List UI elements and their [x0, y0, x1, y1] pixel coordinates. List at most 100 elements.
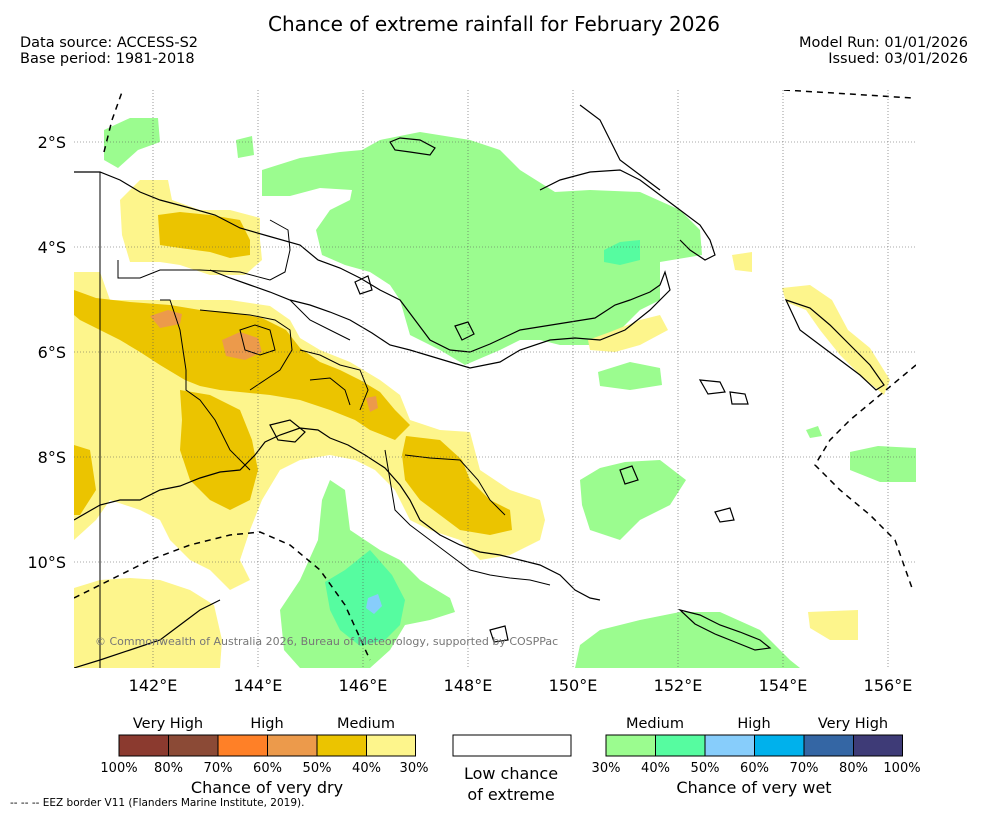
lat-label-4s: 4°S — [38, 238, 66, 257]
eez-borders — [74, 90, 916, 661]
legend-dry-tick-80: 80% — [154, 761, 183, 776]
legend-dry-header-medium: Medium — [337, 716, 395, 732]
boundary-enga — [239, 324, 276, 356]
map-title: Chance of extreme rainfall for February … — [268, 12, 720, 36]
boundary-highlands — [199, 309, 293, 391]
eez-footnote: -- -- -- EEZ border V11 (Flanders Marine… — [10, 797, 305, 809]
boundary-gulf — [309, 377, 351, 406]
wet-region-south-east — [575, 612, 800, 668]
coast-new-guinea-north — [74, 171, 671, 369]
lon-label-142e: 142°E — [129, 676, 178, 695]
wet-region-east-blob — [598, 362, 662, 390]
dry-region-east-strip — [588, 315, 668, 352]
legend-wet-tick-50: 50% — [691, 761, 720, 776]
coast-island-small-5 — [489, 625, 509, 643]
legend-dry-swatch-6 — [366, 735, 416, 756]
coast-island-small-1 — [354, 275, 373, 295]
legend-wet-swatch-4 — [754, 735, 804, 756]
legend-dry-swatch-4 — [267, 735, 317, 756]
coast-south — [74, 427, 601, 601]
coast-island-fly-delta — [269, 419, 306, 443]
wet-region-far-east — [850, 446, 916, 482]
legend-dry-swatch-3 — [218, 735, 268, 756]
wet-region-north-west — [104, 118, 160, 168]
coast-island-small-3 — [714, 507, 735, 523]
map-area: © Commonwealth of Australia 2026, Bureau… — [74, 90, 916, 668]
coast-islands-east — [698, 379, 749, 405]
legend-wet: Medium High Very High 30% 40% 50% 60% 70… — [592, 716, 921, 797]
legend-wet-caption: Chance of very wet — [676, 778, 831, 797]
gridlines — [74, 90, 916, 668]
legend-wet-tick-60: 60% — [740, 761, 769, 776]
dry-medium-regions — [74, 212, 512, 535]
lat-label-10s: 10°S — [27, 553, 66, 572]
dry-region-south-west — [74, 578, 222, 668]
lat-label-2s: 2°S — [38, 133, 66, 152]
dry-region-south-coast — [402, 436, 512, 535]
lon-label-150e: 150°E — [549, 676, 598, 695]
meta-left: Data source: ACCESS-S2 Base period: 1981… — [20, 35, 198, 67]
legend-wet-tick-40: 40% — [641, 761, 670, 776]
legend-wet-swatch-3 — [705, 735, 755, 756]
legend-dry-caption: Chance of very dry — [191, 778, 343, 797]
wet-high-spot — [366, 594, 382, 614]
legend-dry-tick-50: 50% — [303, 761, 332, 776]
legend-low: Low chance of extreme — [452, 734, 572, 804]
boundary-north-1 — [117, 219, 291, 281]
legend-wet-swatch-6 — [853, 735, 903, 756]
copyright-credit: © Commonwealth of Australia 2026, Bureau… — [95, 635, 558, 648]
legend-wet-header-high: High — [737, 716, 770, 732]
wet-region-tiny — [806, 426, 822, 438]
lat-labels: 2°S 4°S 6°S 8°S 10°S — [27, 133, 66, 572]
legend-low-caption-2: of extreme — [467, 785, 554, 804]
boundary-central-2 — [384, 449, 551, 586]
base-period-text: Base period: 1981-2018 — [20, 51, 195, 67]
legend-dry-header-very-high: Very High — [133, 716, 203, 732]
coast-island-small-4 — [619, 465, 639, 485]
lon-label-144e: 144°E — [234, 676, 283, 695]
legend-wet-swatch-2 — [655, 735, 705, 756]
legend-wet-tick-100: 100% — [883, 761, 920, 776]
dry-region-orange-2 — [222, 332, 262, 360]
legend-low-caption-1: Low chance — [464, 764, 558, 783]
issued-text: Issued: 03/01/2026 — [828, 51, 968, 67]
lat-label-6s: 6°S — [38, 343, 66, 362]
lon-label-154e: 154°E — [759, 676, 808, 695]
wet-region-new-britain-south — [580, 460, 686, 540]
legend-wet-tick-70: 70% — [790, 761, 819, 776]
lon-label-152e: 152°E — [654, 676, 703, 695]
legend-dry-swatch-2 — [168, 735, 218, 756]
dry-region-west-south — [180, 390, 258, 510]
wet-region-small — [236, 136, 254, 158]
dry-region-west-edge — [74, 445, 96, 515]
wet-medium-regions — [104, 118, 916, 668]
dry-region-east-small — [732, 252, 752, 272]
wet-region-north-central — [262, 132, 702, 365]
data-source-text: Data source: ACCESS-S2 — [20, 35, 199, 51]
legend-dry-tick-30: 30% — [400, 761, 429, 776]
dry-region-highlands-main — [74, 290, 410, 440]
lon-label-148e: 148°E — [444, 676, 493, 695]
coast-new-britain — [539, 169, 716, 261]
eez-east — [814, 364, 916, 589]
lat-label-8s: 8°S — [38, 448, 66, 467]
legend-low-swatch — [452, 734, 572, 757]
lon-labels: 142°E 144°E 146°E 148°E 150°E 152°E 154°… — [129, 676, 913, 695]
legend-dry-swatch-5 — [317, 735, 367, 756]
boundary-morobe — [404, 454, 506, 516]
legend-dry: Very High High Medium 100% 80% 70% 60% 5… — [100, 716, 428, 797]
eez-north-east — [783, 90, 913, 99]
dry-region-orange-3 — [366, 396, 378, 412]
coast-islands-south-east — [677, 608, 772, 651]
coast-island-small-2 — [454, 321, 475, 341]
legend-wet-tick-80: 80% — [839, 761, 868, 776]
dry-region-south-east — [808, 610, 858, 640]
dry-region-orange-1 — [150, 310, 182, 328]
model-run-text: Model Run: 01/01/2026 — [798, 35, 968, 51]
legend-dry-tick-100: 100% — [100, 761, 137, 776]
dry-region-highlands-north — [158, 212, 250, 258]
legend-wet-swatch-1 — [606, 735, 656, 756]
boundary-highlands-2 — [299, 349, 369, 411]
legend-dry-tick-40: 40% — [352, 761, 381, 776]
